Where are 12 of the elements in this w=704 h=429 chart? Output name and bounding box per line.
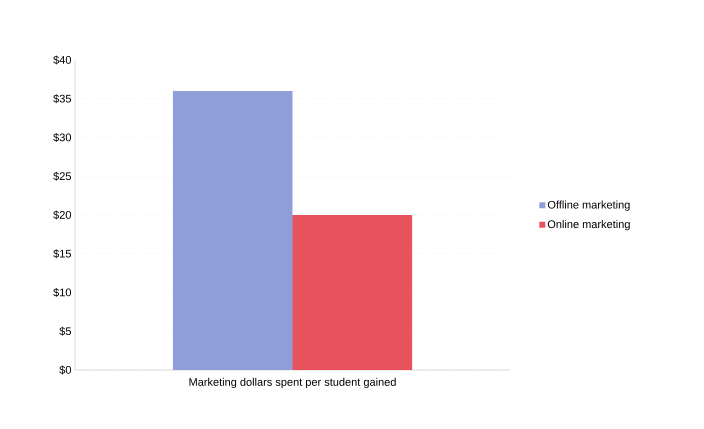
y-tick-label: $35 bbox=[53, 94, 71, 104]
x-tick-label: Marketing dollars spent per student gained bbox=[189, 378, 396, 388]
y-tick-label: $5 bbox=[59, 326, 71, 336]
y-tick-label: $25 bbox=[53, 172, 71, 181]
y-tick-label: $0 bbox=[59, 366, 72, 374]
legend-label: Online marketing bbox=[548, 220, 630, 230]
y-tick-label: $10 bbox=[53, 288, 72, 297]
y-tick-label: $30 bbox=[53, 133, 72, 142]
y-tick-label: $15 bbox=[53, 249, 71, 258]
legend-label: Offline marketing bbox=[548, 200, 630, 211]
y-tick-label: $40 bbox=[53, 56, 72, 64]
y-tick-label: $20 bbox=[53, 210, 72, 220]
